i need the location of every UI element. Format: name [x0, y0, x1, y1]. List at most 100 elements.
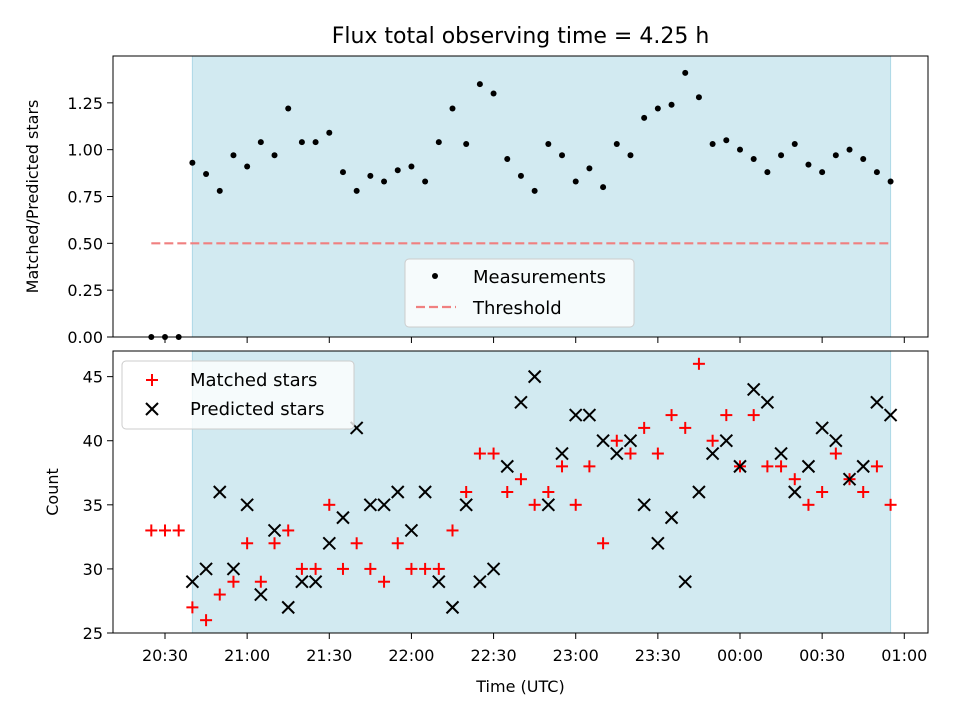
count-y-tick-label: 35 — [83, 496, 103, 515]
count-x-tick-label: 23:30 — [635, 646, 681, 665]
matched-star-marker — [692, 357, 705, 370]
predicted-star-marker — [801, 459, 816, 474]
predicted-star-marker — [404, 523, 419, 538]
measurement-point — [832, 152, 839, 159]
matched-star-marker — [788, 473, 801, 486]
predicted-star-marker — [856, 459, 870, 474]
count-x-ticks: 20:30 21:00 21:30 22:00 22:30 23:00 23:30 00:00… — [142, 633, 927, 665]
predicted-star-marker — [363, 498, 378, 512]
ratio-legend: Measurements Threshold — [404, 258, 635, 328]
measurement-point — [271, 152, 278, 159]
measurement-point — [531, 187, 538, 194]
measurement-point — [600, 184, 607, 191]
ratio-x-ticks — [164, 337, 905, 343]
measurement-point — [381, 178, 388, 185]
matched-star-marker — [295, 562, 308, 575]
matched-star-marker — [282, 524, 295, 537]
matched-star-marker — [172, 524, 185, 537]
measurement-point — [367, 172, 374, 179]
predicted-star-marker — [254, 587, 268, 602]
legend-predicted-marker — [145, 402, 159, 416]
predicted-star-marker — [541, 498, 556, 512]
matched-star-marker — [378, 575, 391, 588]
predicted-star-marker — [213, 485, 227, 499]
matched-star-marker — [405, 562, 418, 575]
predicted-star-marker — [295, 575, 309, 589]
matched-star-marker — [542, 486, 555, 498]
ratio-y-ticks: 0.00 0.25 0.50 0.75 1.00 1.25 — [67, 94, 113, 347]
count-x-tick-label: 22:00 — [388, 646, 434, 665]
predicted-star-marker — [500, 459, 514, 474]
measurement-point — [408, 163, 415, 170]
predicted-star-marker — [226, 562, 241, 576]
predicted-star-marker — [281, 600, 295, 615]
matched-star-marker — [528, 498, 541, 511]
count-x-tick-label: 21:30 — [306, 646, 352, 665]
measurement-point — [709, 141, 716, 148]
matched-star-marker — [350, 537, 363, 550]
predicted-star-marker — [705, 446, 720, 461]
predicted-star-marker — [760, 395, 775, 409]
measurement-point — [435, 139, 442, 146]
count-y-tick-label: 45 — [83, 368, 103, 387]
legend-matched-label: Matched stars — [190, 370, 317, 391]
measurement-point — [422, 178, 429, 185]
matched-star-marker — [501, 486, 514, 498]
predicted-star-marker — [582, 408, 597, 422]
measurement-point — [723, 137, 730, 144]
measurement-point — [572, 178, 579, 185]
ratio-y-tick-label: 0.50 — [67, 234, 103, 253]
predicted-star-marker — [432, 575, 446, 589]
matched-star-marker — [446, 524, 459, 537]
count-points — [145, 357, 898, 627]
matched-star-marker — [706, 434, 719, 447]
chart-title: Flux total observing time = 4.25 h — [332, 24, 710, 49]
measurement-point — [627, 152, 634, 159]
predicted-star-marker — [391, 485, 405, 499]
matched-star-marker — [884, 498, 897, 511]
measurement-point — [641, 114, 648, 121]
measurement-point — [353, 187, 360, 194]
predicted-star-marker — [473, 575, 487, 589]
count-x-tick-label: 20:30 — [142, 646, 188, 665]
predicted-star-marker — [678, 575, 692, 589]
ratio-y-tick-label: 1.25 — [67, 94, 103, 113]
count-y-tick-label: 30 — [83, 560, 103, 579]
count-x-tick-label: 00:30 — [799, 646, 845, 665]
matched-star-marker — [364, 562, 377, 575]
matched-star-marker — [829, 447, 842, 460]
matched-star-marker — [473, 447, 486, 460]
predicted-star-marker — [569, 408, 583, 422]
measurement-point — [545, 141, 552, 148]
measurement-point — [244, 163, 251, 170]
time-x-axis-label: Time (UTC) — [475, 677, 564, 696]
predicted-star-marker — [870, 395, 884, 409]
matched-star-marker — [556, 460, 569, 473]
measurement-point — [203, 171, 210, 178]
ratio-legend-box — [404, 258, 635, 328]
matched-star-marker — [816, 486, 829, 498]
measurement-point — [298, 139, 305, 146]
count-y-ticks: 25 30 35 40 45 — [83, 368, 113, 643]
matched-star-marker — [679, 421, 692, 434]
measurement-point — [216, 187, 223, 194]
predicted-star-marker — [623, 434, 638, 448]
predicted-star-marker — [308, 575, 323, 589]
legend-predicted-label: Predicted stars — [190, 399, 324, 420]
measurement-point — [819, 169, 826, 176]
ratio-y-tick-label: 1.00 — [67, 141, 103, 160]
predicted-star-marker — [815, 421, 829, 435]
count-x-tick-label: 01:00 — [881, 646, 927, 665]
count-x-tick-label: 22:30 — [471, 646, 517, 665]
measurement-point — [476, 81, 483, 88]
measurement-point — [285, 105, 292, 112]
predicted-star-marker — [842, 472, 857, 486]
matched-star-marker — [432, 562, 445, 575]
measurement-point — [805, 161, 812, 168]
predicted-star-marker — [746, 382, 761, 397]
predicted-star-marker — [883, 408, 898, 422]
count-y-axis-label: Count — [43, 468, 62, 516]
count-legend: Matched stars Predicted stars — [121, 360, 355, 430]
count-panel: 25 30 35 40 45 20:30 21:00 21:30 22:00 22:30 23:0… — [43, 350, 929, 696]
